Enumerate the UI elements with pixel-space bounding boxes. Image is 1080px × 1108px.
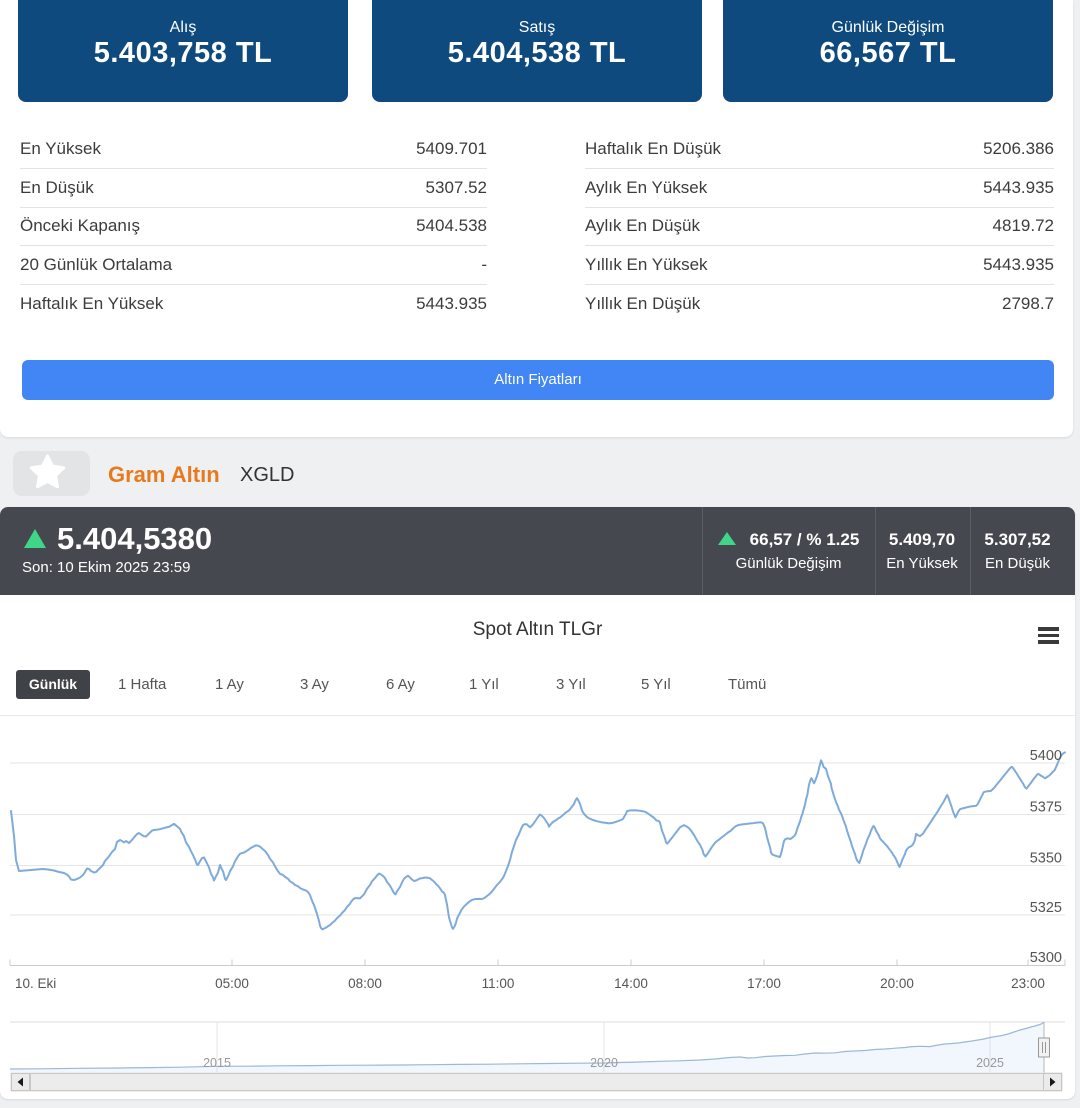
svg-text:23:00: 23:00 [1011,976,1045,991]
svg-text:11:00: 11:00 [482,976,515,991]
svg-text:5325: 5325 [1030,900,1062,916]
svg-text:20:00: 20:00 [880,976,914,991]
svg-text:5375: 5375 [1030,800,1062,816]
svg-text:2025: 2025 [976,1056,1004,1070]
svg-text:17:00: 17:00 [747,976,781,991]
svg-text:10. Eki: 10. Eki [15,976,56,991]
svg-text:5350: 5350 [1030,851,1062,867]
svg-text:08:00: 08:00 [348,976,382,991]
svg-text:14:00: 14:00 [614,976,648,991]
svg-text:5400: 5400 [1030,748,1062,764]
svg-text:2015: 2015 [203,1056,231,1070]
svg-text:05:00: 05:00 [215,976,249,991]
svg-text:2020: 2020 [590,1056,618,1070]
svg-text:5300: 5300 [1030,950,1062,966]
